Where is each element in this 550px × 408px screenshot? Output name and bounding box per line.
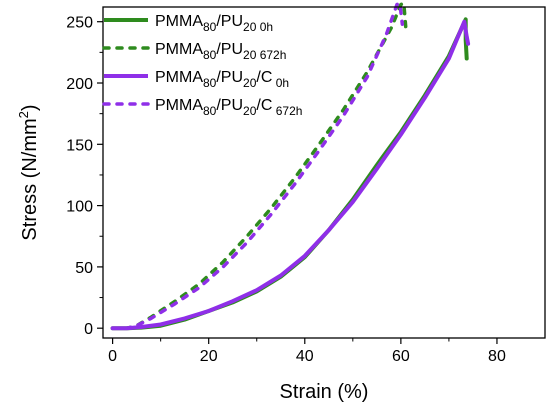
ticks-group: 0 20 40 60 80 0 50 100 150 200 250 — [66, 15, 506, 365]
y-axis-title-sup: 2 — [16, 111, 31, 118]
legend: PMMA80/PU20 0h PMMA80/PU20 672h PMMA80/PU2… — [102, 13, 302, 118]
x-tick-label-0: 0 — [108, 348, 117, 365]
legend-label-2: PMMA80/PU20/C 0h — [155, 69, 289, 90]
x-tick-label-3: 60 — [392, 348, 410, 365]
y-tick-label-3: 150 — [66, 137, 93, 154]
legend-label-0: PMMA80/PU20 0h — [155, 13, 273, 34]
y-axis-title: Stress (N/mm2) — [16, 104, 41, 240]
y-tick-label-2: 100 — [66, 199, 93, 216]
y-axis-title-close: ) — [19, 104, 41, 111]
plot-frame — [102, 6, 546, 339]
y-tick-label-1: 50 — [75, 260, 93, 277]
series-group — [110, 1, 471, 331]
series-line-2 — [110, 19, 471, 331]
y-tick-label-4: 200 — [66, 76, 93, 93]
x-tick-label-1: 20 — [200, 348, 218, 365]
x-axis-title: Strain (%) — [280, 381, 369, 403]
legend-label-3: PMMA80/PU20/C 672h — [155, 97, 302, 118]
y-tick-label-0: 0 — [84, 321, 93, 338]
y-axis-title-main: Stress (N/mm — [19, 118, 41, 240]
y-tick-label-5: 250 — [66, 15, 93, 32]
series-line-3 — [110, 1, 405, 330]
x-tick-label-2: 40 — [296, 348, 314, 365]
x-tick-label-4: 80 — [488, 348, 506, 365]
series-line-0 — [110, 17, 469, 331]
axes-group — [102, 6, 546, 339]
legend-label-1: PMMA80/PU20 672h — [155, 41, 286, 62]
series-line-1 — [110, 1, 408, 330]
